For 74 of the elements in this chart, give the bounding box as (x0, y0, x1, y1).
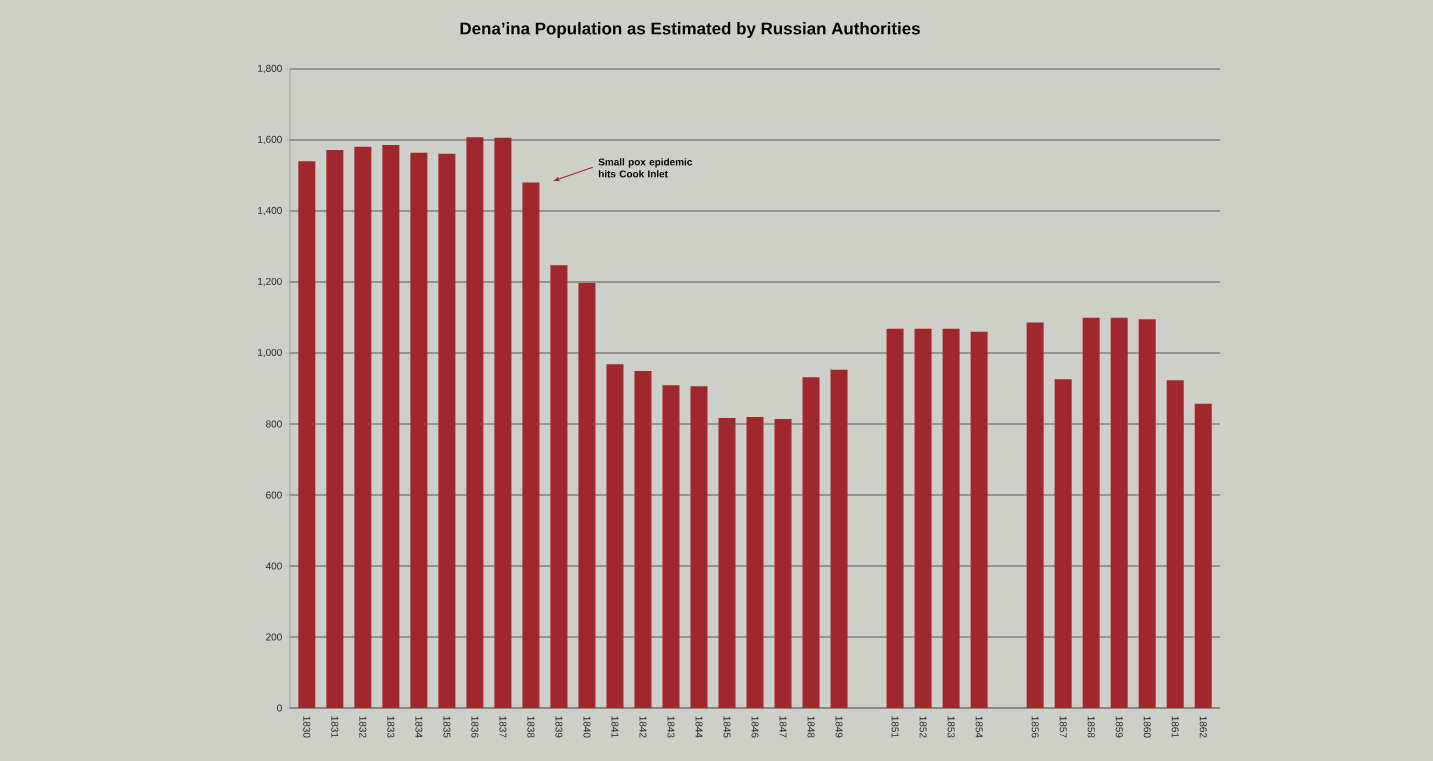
y-tick-label: 400 (265, 562, 282, 570)
bar (830, 369, 848, 708)
x-tick-label: 1848 (807, 716, 815, 738)
bar (550, 265, 568, 708)
x-tick-label: 1840 (583, 716, 591, 738)
bar (326, 149, 344, 708)
x-tick-label: 1847 (779, 716, 787, 738)
x-tick-label: 1834 (415, 716, 423, 738)
y-tick-label: 200 (266, 633, 282, 641)
bar (942, 328, 960, 708)
x-tick-label: 1856 (1031, 716, 1039, 738)
bar (1138, 319, 1156, 708)
y-tick-label: 0 (277, 704, 282, 712)
bar (914, 328, 932, 708)
y-tick-label: 1,200 (258, 277, 282, 287)
bar (382, 144, 400, 708)
x-tick-label: 1832 (359, 716, 367, 738)
bar (774, 419, 792, 708)
bar (578, 283, 596, 708)
x-tick-label: 1830 (303, 716, 311, 738)
y-tick-label: 1,600 (258, 135, 282, 145)
x-tick-label: 1846 (751, 716, 759, 738)
x-tick-label: 1841 (611, 716, 619, 738)
bar (690, 386, 708, 708)
bar (298, 161, 316, 708)
chart-title: Dena’ina Population as Estimated by Russian Authorities (460, 22, 920, 38)
bar (1166, 380, 1184, 708)
annotation: Small pox epidemic hits Cook Inlet (598, 158, 693, 178)
x-tick-label: 1836 (471, 716, 479, 738)
x-tick-label: 1852 (919, 716, 927, 738)
bar (802, 377, 820, 708)
x-tick-label: 1853 (947, 716, 955, 738)
bar (522, 182, 540, 708)
bar (438, 153, 456, 708)
bar (662, 385, 680, 708)
y-tick-label: 600 (266, 491, 282, 499)
bar (718, 417, 736, 708)
y-tick-label: 1,800 (258, 64, 282, 74)
x-tick-label: 1851 (891, 716, 899, 738)
x-tick-label: 1857 (1059, 716, 1067, 738)
y-tick-label: 1,000 (258, 348, 282, 358)
x-tick-label: 1839 (555, 716, 563, 738)
x-tick-label: 1858 (1087, 716, 1095, 738)
x-tick-label: 1844 (695, 716, 703, 738)
bar (354, 146, 372, 708)
x-tick-label: 1849 (835, 716, 843, 738)
bar (1110, 317, 1128, 708)
x-tick-label: 1862 (1199, 716, 1207, 738)
bar (606, 364, 624, 708)
bar (634, 371, 652, 708)
x-tick-label: 1831 (331, 716, 339, 738)
x-tick-label: 1854 (975, 716, 983, 738)
bar (1054, 379, 1072, 708)
bar (970, 331, 988, 708)
y-tick-label: 800 (266, 420, 282, 428)
x-tick-label: 1845 (723, 716, 731, 738)
x-tick-label: 1842 (639, 716, 647, 738)
bar (746, 416, 764, 708)
x-tick-label: 1859 (1115, 716, 1123, 738)
x-tick-label: 1860 (1143, 716, 1151, 738)
bar (1082, 317, 1100, 708)
x-tick-label: 1838 (527, 716, 535, 738)
x-tick-label: 1837 (499, 716, 507, 738)
x-tick-label: 1835 (443, 716, 451, 738)
bar (494, 137, 512, 708)
bar (410, 152, 428, 708)
x-tick-label: 1861 (1171, 716, 1179, 738)
bar (466, 137, 484, 708)
bar (886, 328, 904, 708)
bar (1194, 403, 1212, 708)
y-tick-label: 1,400 (258, 206, 282, 216)
x-tick-label: 1833 (387, 716, 395, 738)
x-tick-label: 1843 (667, 716, 675, 738)
bar (1026, 322, 1044, 708)
